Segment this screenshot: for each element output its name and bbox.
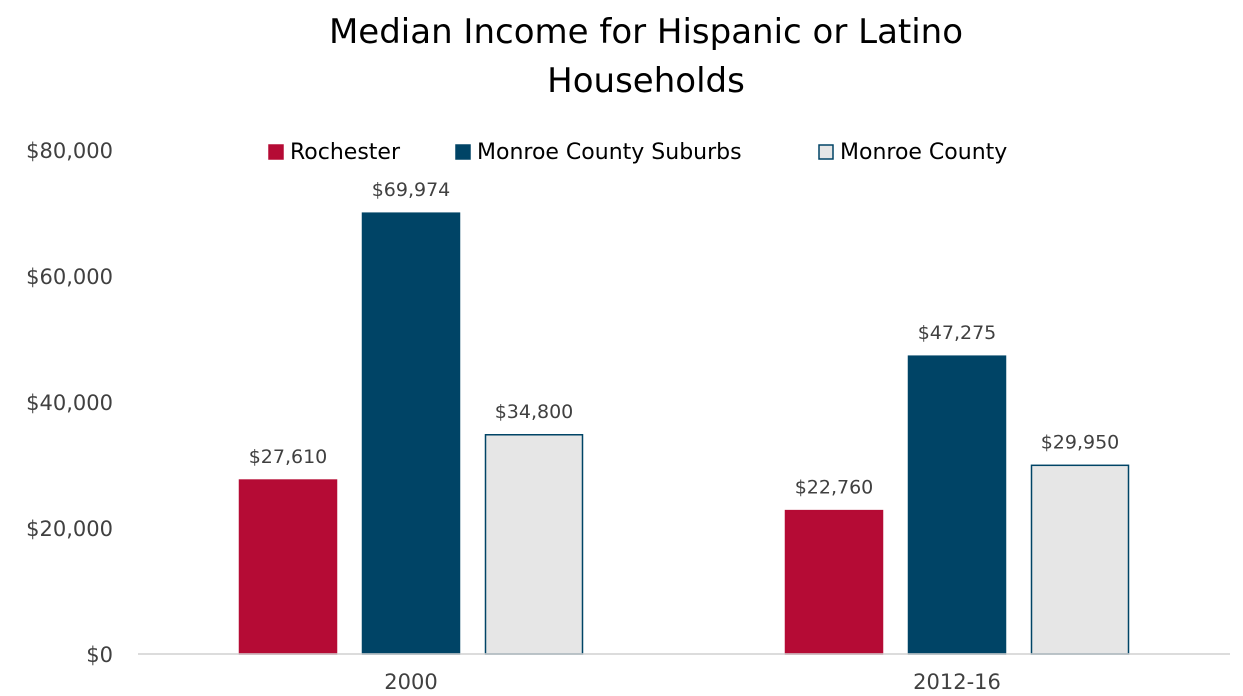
x-axis: 2000 2012-16 <box>384 670 1001 694</box>
legend-label-monroe-county: Monroe County <box>840 140 1007 165</box>
chart-title-line-1: Median Income for Hispanic or Latino <box>329 12 963 52</box>
legend-swatch-monroe-county-suburbs <box>455 144 471 160</box>
chart-title: Median Income for Hispanic or Latino Hou… <box>329 12 963 101</box>
y-tick-label: $20,000 <box>26 517 113 541</box>
bar-rochester-2012-16 <box>784 509 884 655</box>
x-category-label: 2012-16 <box>913 670 1001 694</box>
legend-swatch-monroe-county <box>818 144 834 160</box>
data-label-monroe-county-2000: $34,800 <box>495 401 574 423</box>
y-tick-label: $80,000 <box>26 139 113 163</box>
bar-monroe-county-2012-16 <box>1030 464 1130 655</box>
chart-title-line-2: Households <box>547 61 745 101</box>
y-tick-label: $0 <box>86 643 113 667</box>
legend: Rochester Monroe County Suburbs Monroe C… <box>268 140 1007 165</box>
plot-area: $27,610 $69,974 $34,800 $22,760 $47,275 $29,9… <box>238 179 1130 655</box>
bar-monroe-county-2000 <box>484 434 584 655</box>
y-tick-label: $60,000 <box>26 265 113 289</box>
y-axis: $0 $20,000 $40,000 $60,000 $80,000 <box>26 139 113 667</box>
legend-swatch-rochester <box>268 144 284 160</box>
bar-monroe-county-suburbs-2000 <box>361 212 461 655</box>
y-tick-label: $40,000 <box>26 391 113 415</box>
legend-label-monroe-county-suburbs: Monroe County Suburbs <box>477 140 742 165</box>
data-label-monroe-county-suburbs-2012-16: $47,275 <box>918 322 997 344</box>
bar-monroe-county-suburbs-2012-16 <box>907 355 1007 655</box>
data-label-rochester-2012-16: $22,760 <box>795 477 874 499</box>
x-category-label: 2000 <box>384 670 437 694</box>
bar-rochester-2000 <box>238 479 338 655</box>
data-label-monroe-county-suburbs-2000: $69,974 <box>372 179 451 201</box>
legend-label-rochester: Rochester <box>290 140 401 165</box>
data-label-monroe-county-2012-16: $29,950 <box>1041 431 1120 453</box>
data-label-rochester-2000: $27,610 <box>249 446 328 468</box>
